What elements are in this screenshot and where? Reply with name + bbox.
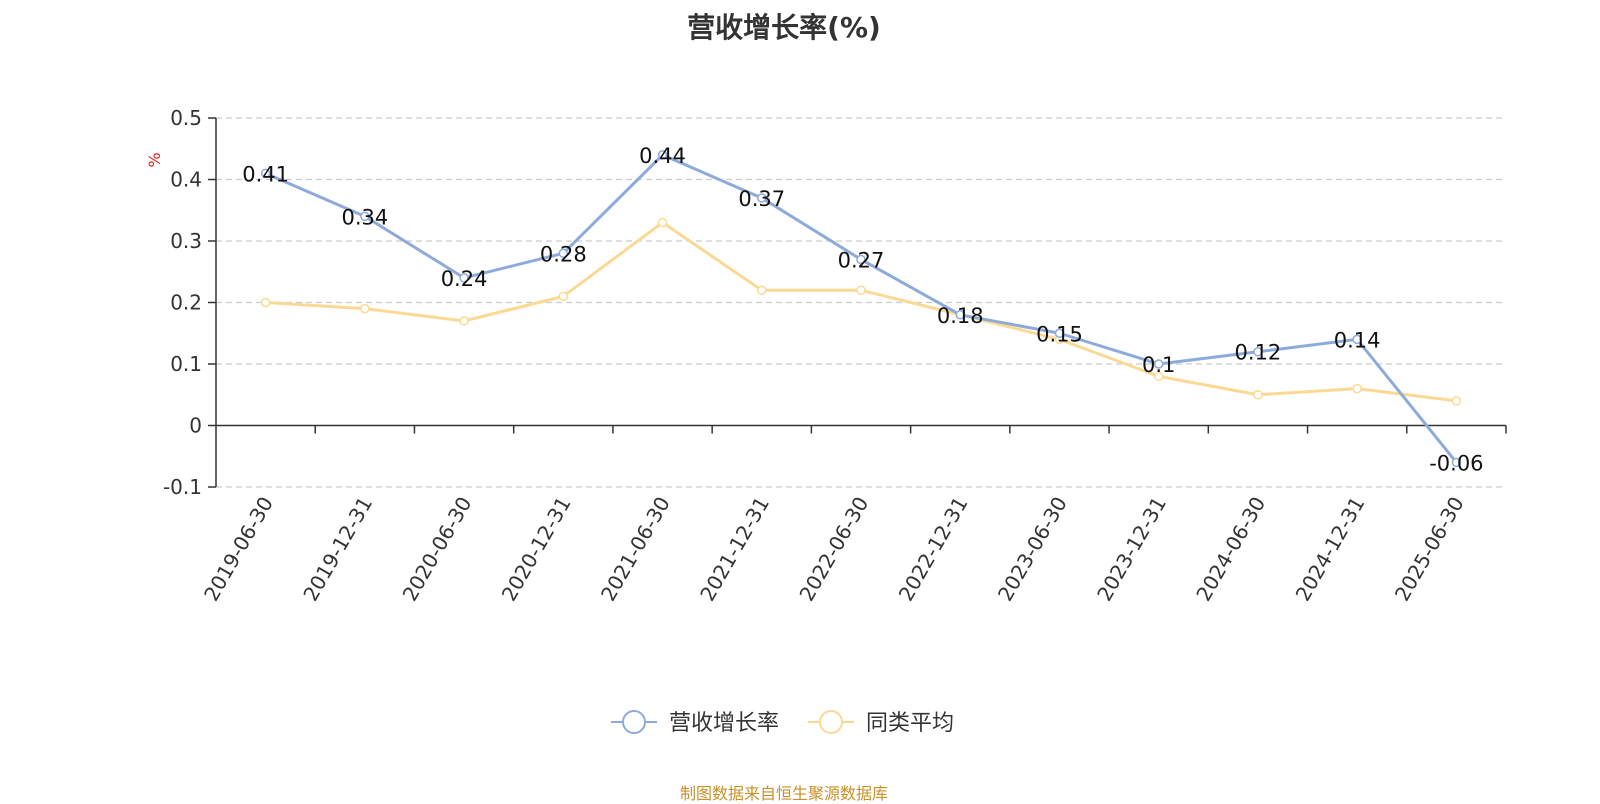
- legend: 营收增长率 同类平均: [611, 710, 954, 736]
- data-label: 0.41: [242, 162, 289, 186]
- x-tick-label: 2020-12-31: [497, 493, 576, 606]
- y-tick-label: 0.5: [170, 106, 202, 130]
- y-tick-label: -0.1: [163, 475, 202, 499]
- data-point: [360, 211, 370, 222]
- legend-label: 同类平均: [866, 711, 954, 736]
- data-point: [459, 316, 469, 326]
- data-point: [856, 285, 866, 295]
- data-point: [856, 254, 866, 265]
- data-label: 0.18: [937, 304, 984, 328]
- y-tick-label: 0.3: [170, 229, 202, 253]
- data-point: [955, 310, 965, 320]
- x-tick-label: 2019-06-30: [199, 493, 278, 606]
- data-label: -0.06: [1429, 451, 1483, 475]
- y-tick-label: 0.4: [170, 168, 202, 192]
- data-label: 0.28: [540, 242, 587, 266]
- data-point: [1153, 371, 1164, 382]
- grid-lines: [216, 117, 1506, 488]
- data-label: 0.24: [441, 267, 488, 291]
- data-point: [1054, 328, 1065, 338]
- data-label: 0.27: [838, 248, 885, 272]
- data-label: 0.15: [1036, 322, 1083, 346]
- data-point: [558, 291, 569, 302]
- legend-label: 营收增长率: [669, 711, 779, 736]
- y-tick-label: 0.2: [170, 291, 202, 315]
- data-label: 0.34: [341, 205, 388, 229]
- data-label: 0.44: [639, 144, 686, 168]
- x-tick-label: 2020-06-30: [398, 492, 477, 605]
- legend-marker: [622, 710, 646, 734]
- data-point: [1352, 334, 1362, 345]
- data-point: [1153, 359, 1164, 369]
- series-lines: [260, 150, 1462, 468]
- data-label: 0.1: [1142, 353, 1175, 377]
- x-tick-label: 2022-06-30: [794, 493, 873, 606]
- line-chart: -0.1 0 0.1 0.2 0.3 0.4 0.5 2019-06-30 2019-12-3…: [145, 106, 1507, 736]
- data-point: [1451, 457, 1462, 468]
- data-label: 0.12: [1235, 341, 1282, 365]
- data-point: [1253, 346, 1263, 357]
- x-tick-labels: 2019-06-30 2019-12-31 2020-06-30 2020-12-31…: [199, 492, 1469, 605]
- x-tick-label: 2021-06-30: [596, 493, 675, 606]
- data-point: [260, 297, 271, 308]
- data-point: [1451, 396, 1462, 406]
- x-tick-label: 2025-06-30: [1390, 493, 1469, 606]
- y-axis-unit-label: %: [145, 152, 164, 167]
- data-point: [558, 248, 569, 259]
- y-tick-label: 0.1: [170, 352, 202, 376]
- x-tick-label: 2021-12-31: [695, 493, 774, 606]
- data-label: 0.37: [738, 187, 785, 211]
- legend-marker: [819, 710, 843, 734]
- y-tick-labels: -0.1 0 0.1 0.2 0.3 0.4 0.5: [163, 106, 202, 499]
- data-point: [657, 217, 668, 228]
- x-tick-label: 2023-12-31: [1092, 493, 1171, 606]
- data-point: [757, 193, 767, 203]
- x-tick-label: 2024-06-30: [1191, 493, 1270, 606]
- x-tick-label: 2019-12-31: [298, 493, 377, 606]
- y-tick-label: 0: [189, 414, 202, 438]
- x-tick-label: 2023-06-30: [993, 493, 1072, 606]
- data-point: [657, 150, 668, 160]
- x-tick-label: 2022-12-31: [894, 492, 973, 605]
- data-point: [260, 168, 271, 179]
- data-labels: 0.41 0.34 0.24 0.28 0.44 0.37 0.27 0.18 0.15 0.1 0…: [242, 144, 1483, 476]
- data-point: [1352, 383, 1362, 394]
- axes: [208, 117, 1507, 488]
- data-point: [360, 303, 370, 314]
- x-tick-label: 2024-12-31: [1291, 493, 1370, 606]
- chart-title: 营收增长率(%): [687, 11, 881, 44]
- data-point: [459, 273, 469, 283]
- data-point: [1253, 390, 1263, 400]
- source-footer: 制图数据来自恒生聚源数据库: [679, 784, 888, 803]
- data-label: 0.14: [1334, 328, 1381, 352]
- series-line: [265, 153, 1458, 464]
- data-point: [757, 285, 767, 295]
